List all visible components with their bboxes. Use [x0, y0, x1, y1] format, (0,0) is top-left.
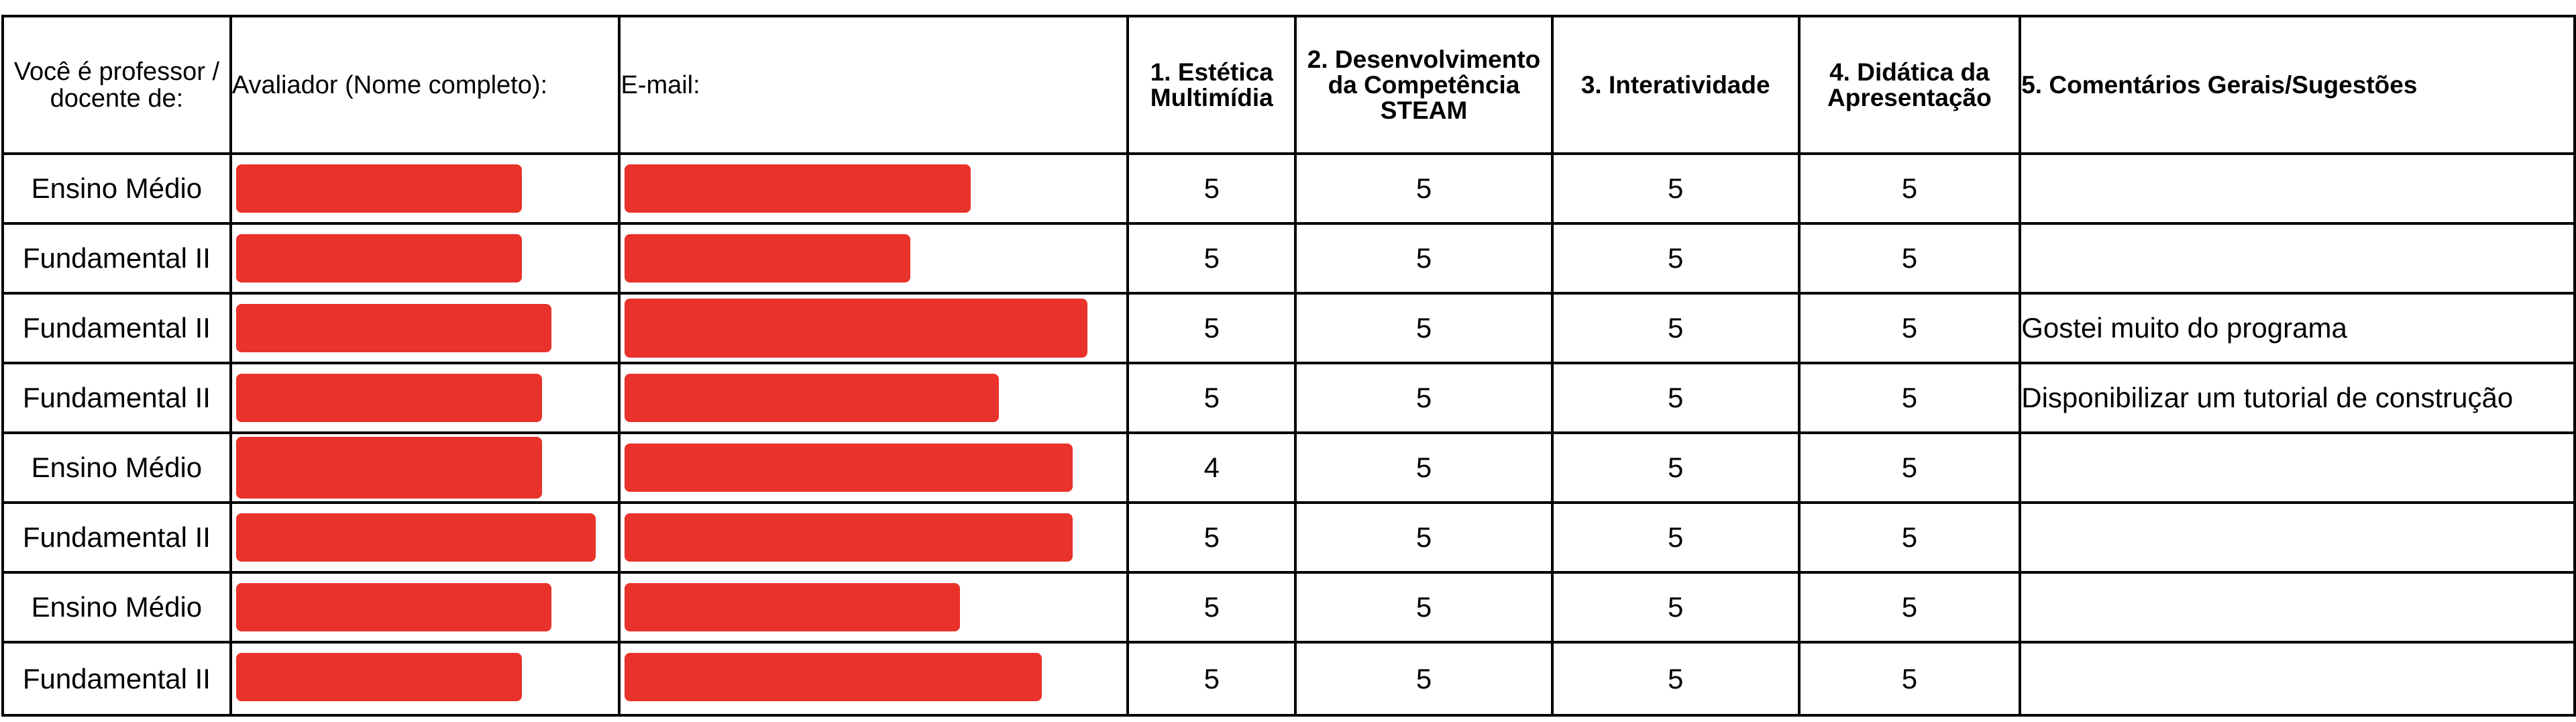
evaluator-name-cell[interactable] [229, 362, 621, 434]
email-cell[interactable] [618, 641, 1130, 717]
table-row: Fundamental II 5 5 5 5 [1, 641, 2576, 717]
email-cell[interactable] [618, 571, 1130, 643]
aesthetic-score-cell[interactable]: 5 [1126, 501, 1297, 574]
evaluator-name-cell[interactable] [229, 431, 621, 504]
email-cell[interactable] [618, 222, 1130, 295]
email-cell[interactable] [618, 501, 1130, 574]
interactivity-score-cell[interactable]: 5 [1550, 222, 1801, 295]
table-row: Ensino Médio 5 5 5 5 [1, 152, 2576, 225]
redacted-email [625, 299, 1088, 358]
table-row: Fundamental II 5 5 5 5 [1, 222, 2576, 295]
teacher-level-cell[interactable]: Ensino Médio [1, 152, 232, 225]
evaluator-name-cell[interactable] [229, 501, 621, 574]
steam-score-cell[interactable]: 5 [1294, 362, 1554, 434]
redacted-email [625, 583, 961, 631]
steam-score-cell[interactable]: 5 [1294, 431, 1554, 504]
didactics-score-cell[interactable]: 5 [1797, 501, 2022, 574]
interactivity-score-cell[interactable]: 5 [1550, 152, 1801, 225]
email-cell[interactable] [618, 362, 1130, 434]
header-teacher-level[interactable]: Você é professor / docente de: [1, 15, 232, 155]
aesthetic-score-cell[interactable]: 5 [1126, 292, 1297, 364]
didactics-score-cell[interactable]: 5 [1797, 152, 2022, 225]
redacted-name [235, 583, 551, 631]
evaluator-name-cell[interactable] [229, 222, 621, 295]
redacted-email [625, 374, 1000, 422]
header-comments[interactable]: 5. Comentários Gerais/Sugestões [2019, 15, 2576, 155]
didactics-score-cell[interactable]: 5 [1797, 571, 2022, 643]
header-row: Você é professor / docente de: Avaliador… [1, 15, 2576, 155]
steam-score-cell[interactable]: 5 [1294, 641, 1554, 717]
teacher-level-cell[interactable]: Fundamental II [1, 641, 232, 717]
redacted-name [235, 513, 596, 562]
comment-cell[interactable] [2019, 501, 2576, 574]
redacted-name [235, 374, 542, 422]
evaluator-name-cell[interactable] [229, 152, 621, 225]
evaluator-name-cell[interactable] [229, 571, 621, 643]
comment-cell[interactable] [2019, 571, 2576, 643]
didactics-score-cell[interactable]: 5 [1797, 641, 2022, 717]
steam-score-cell[interactable]: 5 [1294, 571, 1554, 643]
comment-cell[interactable] [2019, 431, 2576, 504]
table-row: Fundamental II 5 5 5 5 Disponibilizar um… [1, 362, 2576, 434]
table-row: Ensino Médio 5 5 5 5 [1, 571, 2576, 643]
didactics-score-cell[interactable]: 5 [1797, 431, 2022, 504]
steam-score-cell[interactable]: 5 [1294, 292, 1554, 364]
teacher-level-cell[interactable]: Ensino Médio [1, 431, 232, 504]
interactivity-score-cell[interactable]: 5 [1550, 571, 1801, 643]
interactivity-score-cell[interactable]: 5 [1550, 362, 1801, 434]
aesthetic-score-cell[interactable]: 5 [1126, 152, 1297, 225]
interactivity-score-cell[interactable]: 5 [1550, 641, 1801, 717]
header-email[interactable]: E-mail: [618, 15, 1130, 155]
table-row: Ensino Médio 4 5 5 5 [1, 431, 2576, 504]
redacted-email [625, 653, 1042, 701]
header-evaluator[interactable]: Avaliador (Nome completo): [229, 15, 621, 155]
evaluator-name-cell[interactable] [229, 292, 621, 364]
email-cell[interactable] [618, 152, 1130, 225]
email-cell[interactable] [618, 292, 1130, 364]
redacted-name [235, 304, 551, 352]
teacher-level-cell[interactable]: Fundamental II [1, 222, 232, 295]
header-interactivity[interactable]: 3. Interatividade [1550, 15, 1801, 155]
interactivity-score-cell[interactable]: 5 [1550, 431, 1801, 504]
email-cell[interactable] [618, 431, 1130, 504]
redacted-name [235, 437, 542, 499]
teacher-level-cell[interactable]: Ensino Médio [1, 571, 232, 643]
table-row: Fundamental II 5 5 5 5 [1, 501, 2576, 574]
redacted-email [625, 444, 1073, 492]
header-aesthetic[interactable]: 1. Estética Multimídia [1126, 15, 1297, 155]
table-row: Fundamental II 5 5 5 5 Gostei muito do p… [1, 292, 2576, 364]
redacted-email [625, 513, 1073, 562]
comment-cell[interactable] [2019, 641, 2576, 717]
didactics-score-cell[interactable]: 5 [1797, 222, 2022, 295]
aesthetic-score-cell[interactable]: 5 [1126, 362, 1297, 434]
comment-cell[interactable] [2019, 222, 2576, 295]
comment-cell[interactable]: Disponibilizar um tutorial de construção [2019, 362, 2576, 434]
interactivity-score-cell[interactable]: 5 [1550, 292, 1801, 364]
didactics-score-cell[interactable]: 5 [1797, 292, 2022, 364]
evaluator-name-cell[interactable] [229, 641, 621, 717]
steam-score-cell[interactable]: 5 [1294, 222, 1554, 295]
evaluation-table: Você é professor / docente de: Avaliador… [1, 15, 2576, 717]
redacted-email [625, 164, 971, 213]
comment-cell[interactable]: Gostei muito do programa [2019, 292, 2576, 364]
aesthetic-score-cell[interactable]: 5 [1126, 222, 1297, 295]
teacher-level-cell[interactable]: Fundamental II [1, 501, 232, 574]
redacted-name [235, 234, 522, 282]
redacted-name [235, 164, 522, 213]
redacted-email [625, 234, 911, 282]
aesthetic-score-cell[interactable]: 5 [1126, 641, 1297, 717]
didactics-score-cell[interactable]: 5 [1797, 362, 2022, 434]
teacher-level-cell[interactable]: Fundamental II [1, 362, 232, 434]
comment-cell[interactable] [2019, 152, 2576, 225]
header-steam[interactable]: 2. Desenvolvimento da Competência STEAM [1294, 15, 1554, 155]
aesthetic-score-cell[interactable]: 5 [1126, 571, 1297, 643]
header-didactics[interactable]: 4. Didática da Apresentação [1797, 15, 2022, 155]
interactivity-score-cell[interactable]: 5 [1550, 501, 1801, 574]
redacted-name [235, 653, 522, 701]
teacher-level-cell[interactable]: Fundamental II [1, 292, 232, 364]
steam-score-cell[interactable]: 5 [1294, 152, 1554, 225]
steam-score-cell[interactable]: 5 [1294, 501, 1554, 574]
aesthetic-score-cell[interactable]: 4 [1126, 431, 1297, 504]
